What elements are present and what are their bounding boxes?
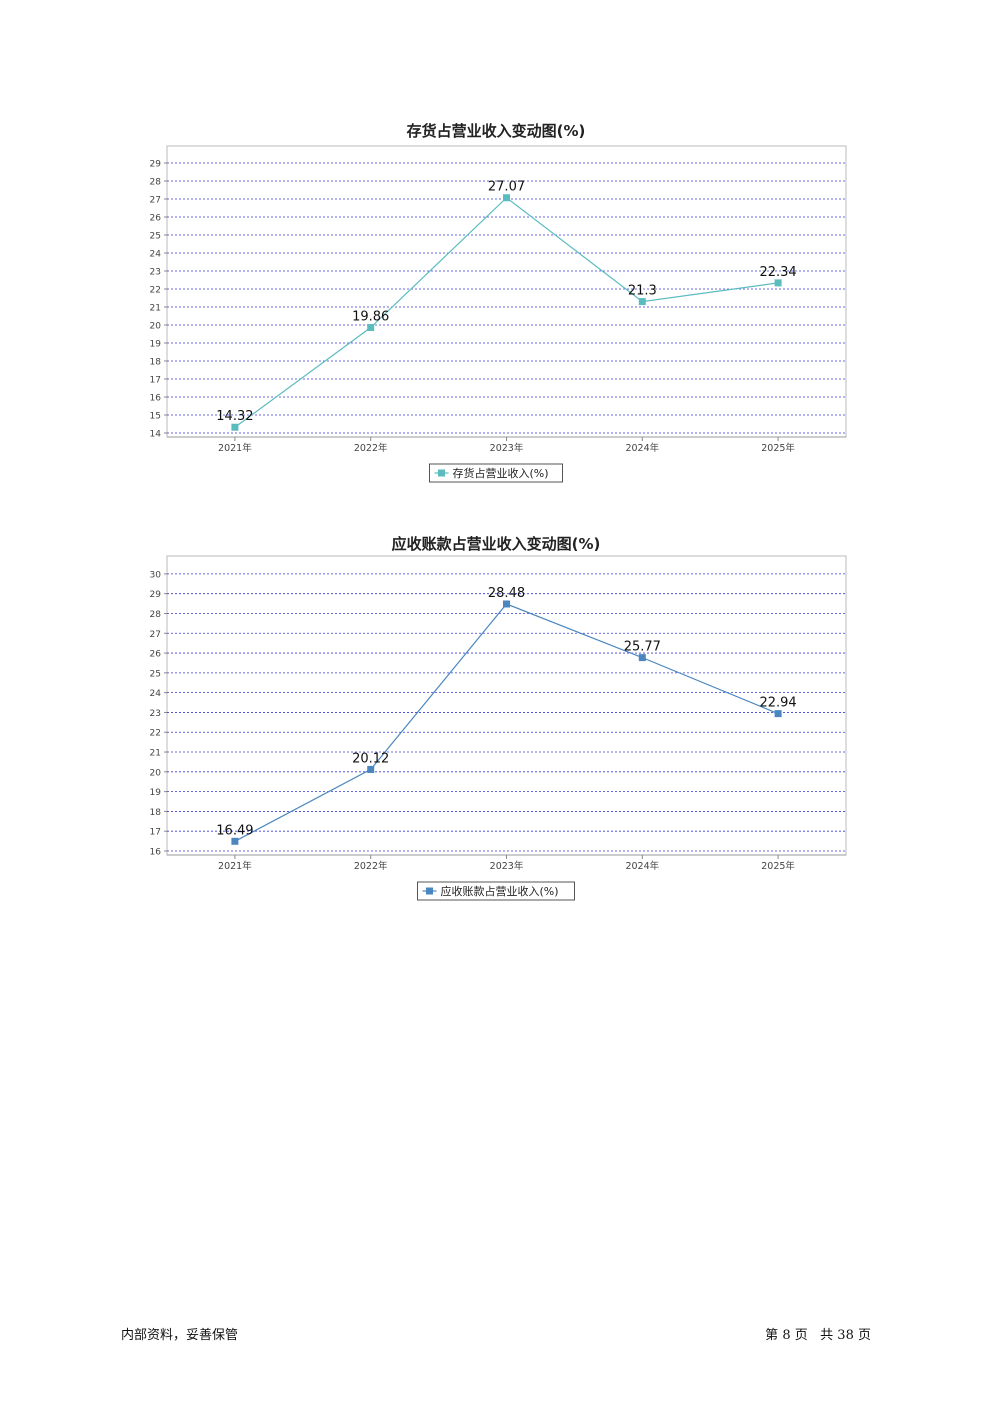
chart1-title: 存货占营业收入变动图(%) — [406, 122, 586, 140]
chart2-svg: 16 17 18 19 20 21 22 23 24 25 26 27 28 29 30 2021年 2022年… — [150, 555, 847, 901]
y-tick-label: 23 — [150, 709, 161, 719]
y-tick-label: 23 — [150, 268, 161, 278]
footer-page-suffix: 页 — [857, 1328, 871, 1343]
y-tick-label: 29 — [150, 160, 162, 170]
y-tick-label: 26 — [150, 214, 162, 224]
x-tick-label: 2024年 — [625, 860, 659, 872]
legend-box — [429, 463, 563, 483]
footer-page-mid: 页 共 — [794, 1328, 834, 1343]
y-tick-label: 17 — [150, 376, 161, 386]
chart2-title: 应收账款占营业收入变动图(%) — [391, 535, 601, 553]
data-point — [503, 194, 510, 202]
data-point — [367, 765, 375, 773]
y-tick-label: 18 — [150, 358, 162, 368]
y-tick-label: 30 — [150, 570, 162, 580]
x-tick-label: 2023年 — [490, 860, 524, 872]
x-tick-label: 2021年 — [218, 860, 252, 872]
legend-marker — [426, 887, 433, 895]
data-point — [231, 837, 239, 845]
data-label: 28.48 — [488, 586, 525, 601]
y-tick-label: 25 — [150, 232, 161, 242]
x-tick-label: 2023年 — [490, 442, 524, 454]
x-tick-label: 2022年 — [354, 442, 388, 454]
data-point — [231, 423, 239, 431]
data-label: 14.32 — [216, 409, 253, 424]
y-tick-label: 24 — [150, 689, 162, 699]
y-tick-label: 16 — [150, 394, 162, 404]
footer-page-info: 第 8 页 共 38 页 — [765, 1324, 871, 1343]
data-point — [774, 279, 782, 287]
data-label: 25.77 — [624, 640, 661, 655]
data-point — [367, 324, 375, 332]
data-label: 19.86 — [352, 310, 389, 325]
y-tick-label: 17 — [150, 828, 161, 838]
legend-box — [417, 881, 575, 901]
data-label: 22.34 — [759, 265, 796, 280]
data-label: 21.3 — [628, 284, 657, 299]
y-tick-label: 24 — [150, 250, 162, 260]
y-tick-label: 20 — [150, 768, 162, 778]
footer-page-num: 8 — [782, 1328, 791, 1343]
data-label: 16.49 — [216, 823, 253, 838]
legend-label: 存货占营业收入(%) — [453, 466, 549, 480]
y-tick-label: 22 — [150, 729, 161, 739]
y-tick-label: 16 — [150, 848, 162, 858]
x-tick-label: 2021年 — [218, 442, 252, 454]
legend-marker — [438, 469, 445, 477]
footer-confidential-note: 内部资料，妥善保管 — [121, 1328, 239, 1343]
y-tick-label: 27 — [150, 630, 161, 640]
footer-page-prefix: 第 — [765, 1328, 779, 1343]
footer-page-total: 38 — [837, 1328, 854, 1343]
plot-area — [166, 145, 847, 438]
x-tick-label: 2024年 — [625, 442, 659, 454]
y-tick-label: 20 — [150, 322, 162, 332]
data-point — [638, 654, 646, 662]
y-tick-label: 18 — [150, 808, 162, 818]
data-label: 22.94 — [759, 696, 796, 711]
data-point — [503, 600, 510, 608]
data-point — [638, 298, 646, 306]
y-tick-label: 27 — [150, 196, 161, 206]
y-tick-label: 28 — [150, 178, 162, 188]
y-tick-label: 28 — [150, 610, 162, 620]
y-tick-label: 26 — [150, 650, 162, 660]
y-tick-label: 22 — [150, 286, 161, 296]
data-label: 20.12 — [352, 751, 389, 766]
chart1-svg: 14 15 16 17 18 19 20 21 22 23 24 25 26 27 28 29 2021年 202… — [150, 145, 847, 483]
y-tick-label: 21 — [150, 304, 161, 314]
y-tick-label: 21 — [150, 749, 161, 759]
y-tick-label: 25 — [150, 669, 161, 679]
legend-label: 应收账款占营业收入(%) — [441, 884, 559, 898]
data-label: 27.07 — [488, 180, 525, 195]
x-tick-label: 2025年 — [761, 860, 795, 872]
y-tick-label: 19 — [150, 788, 162, 798]
data-point — [774, 710, 782, 718]
x-tick-label: 2022年 — [354, 860, 388, 872]
y-tick-label: 15 — [150, 412, 161, 422]
y-tick-label: 19 — [150, 340, 162, 350]
y-tick-label: 29 — [150, 590, 162, 600]
x-tick-label: 2025年 — [761, 442, 795, 454]
y-tick-label: 14 — [150, 430, 162, 440]
